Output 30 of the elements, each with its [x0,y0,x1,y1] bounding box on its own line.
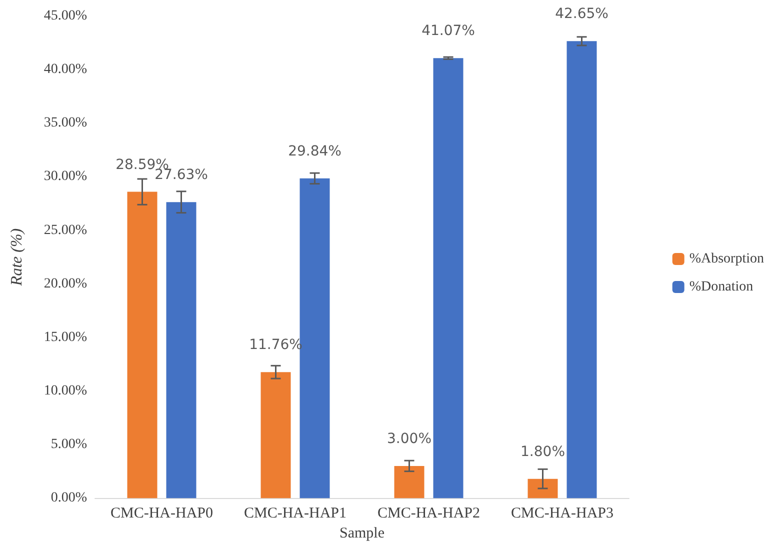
y-tick-label: 25.00% [44,222,88,238]
bar [127,192,158,498]
y-tick-label: 35.00% [44,116,88,131]
data-label: 42.65% [555,6,608,22]
y-tick-label: 40.00% [44,62,88,78]
bar [260,372,291,498]
y-tick-label: 20.00% [44,276,88,292]
y-tick-label: 45.00% [44,8,88,24]
x-axis-title: Sample [340,526,385,542]
x-tick-label: CMC-HA-HAP1 [244,506,347,522]
data-label: 1.80% [520,444,565,460]
bar [528,478,558,498]
data-label: 29.84% [288,143,342,160]
bar [566,41,597,498]
y-axis-title: Rate (%) [8,228,26,287]
legend-label: %Donation [689,280,754,294]
y-tick-label: 10.00% [44,383,88,398]
bar [433,58,464,498]
data-label: 41.07% [422,23,475,40]
y-tick-label: 0.00% [50,490,88,506]
bar [166,202,196,498]
legend-label: %Absorption [689,252,764,266]
x-tick-label: CMC-HA-HAP3 [510,506,614,522]
bar [394,466,424,498]
y-tick-label: 5.00% [50,437,88,452]
x-tick-label: CMC-HA-HAP2 [377,506,480,522]
y-tick-label: 30.00% [44,169,88,184]
x-tick-label: CMC-HA-HAP0 [110,506,214,522]
y-tick-label: 15.00% [44,330,88,345]
data-label: 3.00% [387,430,432,447]
